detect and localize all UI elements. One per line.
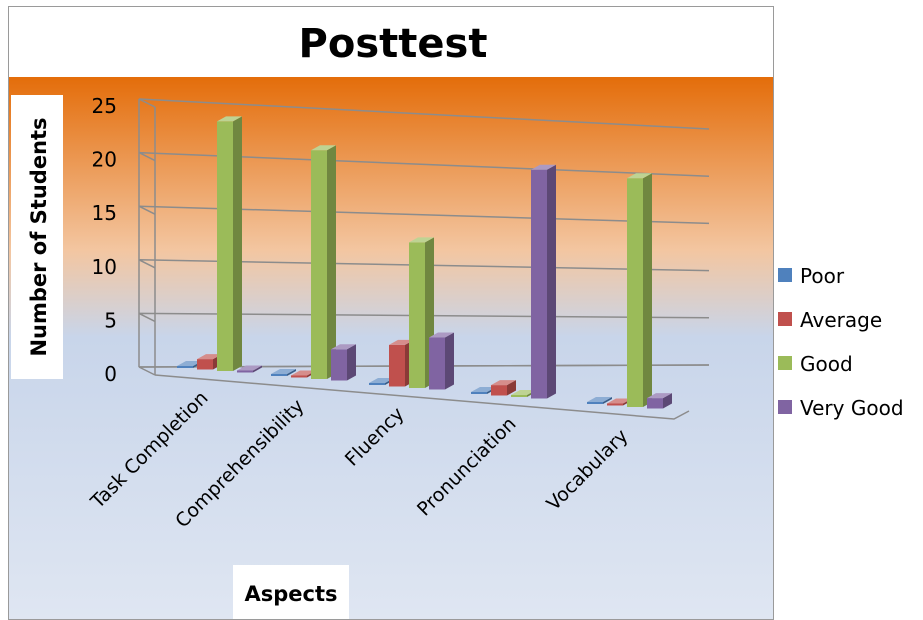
- bar-top: [389, 339, 414, 345]
- legend-swatch: [778, 356, 792, 370]
- legend-item: Average: [778, 308, 882, 332]
- bar: [587, 397, 612, 404]
- bar-front: [491, 385, 507, 396]
- legend-label: Average: [800, 308, 882, 332]
- bar: [331, 344, 356, 381]
- legend-swatch: [778, 268, 792, 282]
- legend: Poor Average Good Very Good: [778, 264, 904, 420]
- bar-side: [507, 380, 516, 396]
- bar-side: [547, 164, 556, 399]
- bar-top: [291, 370, 316, 376]
- bar: [647, 393, 672, 409]
- bar-front: [389, 344, 405, 387]
- legend-label: Very Good: [800, 396, 904, 420]
- bar-top: [177, 361, 202, 366]
- bar-top: [627, 173, 652, 179]
- bar-top: [217, 116, 242, 122]
- legend-item: Very Good: [778, 396, 904, 420]
- y-tick-label: 10: [92, 255, 117, 279]
- bar-front: [607, 403, 623, 406]
- y-axis-title: Number of Students: [27, 117, 51, 356]
- bar-top: [647, 393, 672, 399]
- bar-top: [409, 237, 434, 243]
- bar: [217, 116, 242, 372]
- bar-front: [237, 370, 253, 373]
- floor-front-edge: [154, 374, 690, 420]
- bar-front: [271, 374, 287, 376]
- bar: [311, 145, 336, 379]
- bar: [429, 332, 454, 390]
- bar: [491, 380, 516, 396]
- bar-front: [291, 375, 307, 378]
- bar: [531, 164, 556, 399]
- bar-top: [197, 354, 222, 360]
- y-tick-label: 0: [104, 362, 117, 386]
- bar-front: [471, 392, 487, 394]
- chart-title: Posttest: [299, 21, 488, 67]
- bar-front: [587, 402, 603, 404]
- x-axis-title: Aspects: [244, 582, 337, 606]
- bar-top: [429, 332, 454, 338]
- bar-side: [603, 397, 612, 404]
- legend-item: Good: [778, 352, 853, 376]
- bar-front: [429, 337, 445, 390]
- y-tick-labels: 0 5 10 15 20 25: [92, 94, 117, 386]
- bar-top: [587, 397, 612, 402]
- x-axis-title-box: [233, 565, 349, 619]
- bar-side: [327, 145, 336, 379]
- legend-item: Poor: [778, 264, 845, 288]
- bar-side: [663, 393, 672, 409]
- bar-front: [311, 150, 327, 379]
- bar: [271, 369, 296, 376]
- bar-front: [217, 121, 233, 372]
- bar-side: [643, 173, 652, 407]
- bar-top: [511, 390, 536, 395]
- y-tick-label: 5: [104, 308, 117, 332]
- legend-label: Good: [800, 352, 853, 376]
- bar-top: [471, 387, 496, 392]
- bar-side: [233, 116, 242, 372]
- bar-front: [511, 395, 527, 397]
- chart-frame: Posttest Number of Students Aspects 0 5 10…: [8, 6, 774, 620]
- bar-side: [253, 365, 262, 373]
- legend-swatch: [778, 312, 792, 326]
- bar-top: [331, 344, 356, 350]
- bar-top: [491, 380, 516, 386]
- bar-front: [177, 366, 193, 368]
- bar-front: [531, 169, 547, 399]
- bar-side: [347, 344, 356, 381]
- bar-top: [531, 164, 556, 170]
- bar-top: [369, 378, 394, 383]
- bar-side: [445, 332, 454, 390]
- bars: [177, 116, 672, 409]
- y-axis-title-box: [11, 95, 63, 379]
- bar-front: [627, 178, 643, 407]
- y-tick-label: 25: [92, 94, 117, 118]
- y-tick-label: 15: [92, 201, 117, 225]
- bar-front: [369, 383, 385, 385]
- bar-top: [311, 145, 336, 151]
- bar-front: [409, 242, 425, 388]
- bar-top: [237, 365, 262, 371]
- y-tick-label: 20: [92, 148, 117, 172]
- bar-front: [331, 349, 347, 381]
- bar: [237, 365, 262, 373]
- chart: Posttest Number of Students Aspects 0 5 10…: [9, 21, 773, 619]
- bar-top: [607, 398, 632, 404]
- bar-side: [287, 369, 296, 376]
- bar-front: [197, 359, 213, 370]
- bar-front: [647, 398, 663, 409]
- bar-top: [271, 369, 296, 374]
- legend-swatch: [778, 400, 792, 414]
- legend-label: Poor: [800, 264, 845, 288]
- bar: [627, 173, 652, 407]
